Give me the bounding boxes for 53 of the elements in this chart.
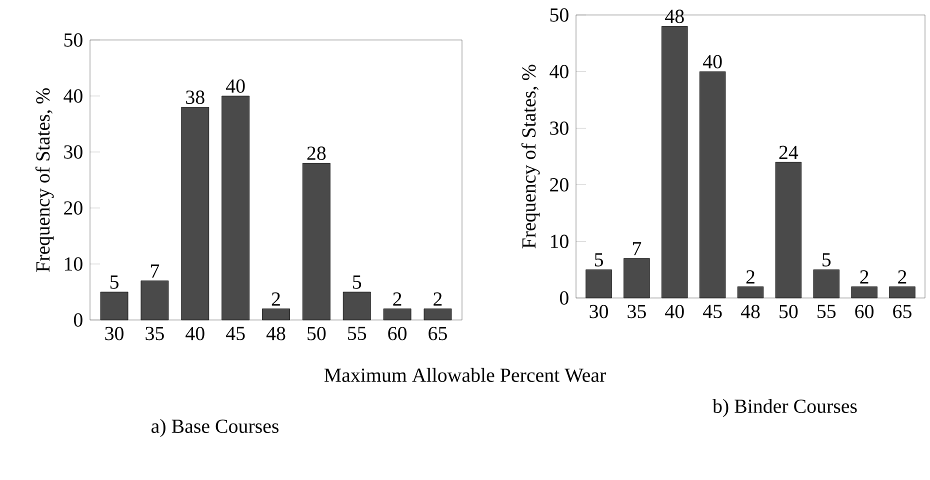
x-tick-label: 65 [893,304,912,318]
data-label: 28 [307,146,326,160]
x-tick-label: 30 [105,326,124,340]
y-tick-label: 20 [64,201,82,215]
x-tick-label: 65 [428,326,447,340]
text: a) Base Courses [152,418,278,438]
x-tick-label: 55 [818,304,836,318]
y-tick-label: 30 [550,121,568,135]
x-tick-label: 40 [665,304,684,318]
x-tick-label: 50 [780,304,798,318]
y-axis-title: Frequency of States, % [35,88,54,272]
x-tick-label: 60 [388,326,407,340]
x-tick-label: 48 [740,304,760,318]
data-label: 5 [594,253,603,266]
data-label: 40 [226,79,245,93]
data-label: 5 [110,276,118,289]
x-tick-label: 48 [266,326,286,340]
y-tick-label: 0 [74,313,82,327]
x-tick-label: 35 [628,304,646,318]
data-label: 2 [434,292,442,306]
x-tick-label: 55 [348,326,366,340]
data-label: 24 [779,146,798,159]
data-label: 2 [898,270,906,284]
data-label: 7 [633,242,642,256]
data-label: 5 [353,276,362,289]
data-label: 2 [393,292,402,306]
x-tick-label: 30 [590,304,608,318]
data-label: 7 [151,264,160,278]
data-label: 5 [822,253,831,266]
data-label: 2 [860,270,868,284]
y-tick-label: 10 [550,234,568,248]
x-tick-label: 45 [703,304,722,318]
y-tick-label: 20 [550,178,568,192]
x-axis-title: Maximum Allowable Percent Wear [324,368,606,382]
y-tick-label: 30 [64,145,82,159]
data-label: 40 [703,54,722,68]
y-tick-label: 40 [64,89,82,103]
x-tick-label: 50 [308,326,326,340]
y-tick-label: 40 [550,64,568,78]
y-axis-title: Frequency of States, % [521,64,540,248]
x-tick-label: 45 [226,326,245,340]
y-tick-label: 0 [560,291,568,305]
y-tick-label: 50 [550,8,568,22]
x-tick-label: 40 [186,326,204,340]
y-tick-label: 10 [64,257,82,271]
x-tick-label: 35 [146,326,164,340]
y-tick-label: 50 [64,33,82,47]
data-label: 2 [272,292,280,306]
data-label: 48 [665,10,684,24]
data-label: 2 [746,270,754,284]
x-tick-label: 60 [855,304,874,318]
text: b) Binder Courses [712,398,857,418]
data-label: 38 [186,90,204,104]
